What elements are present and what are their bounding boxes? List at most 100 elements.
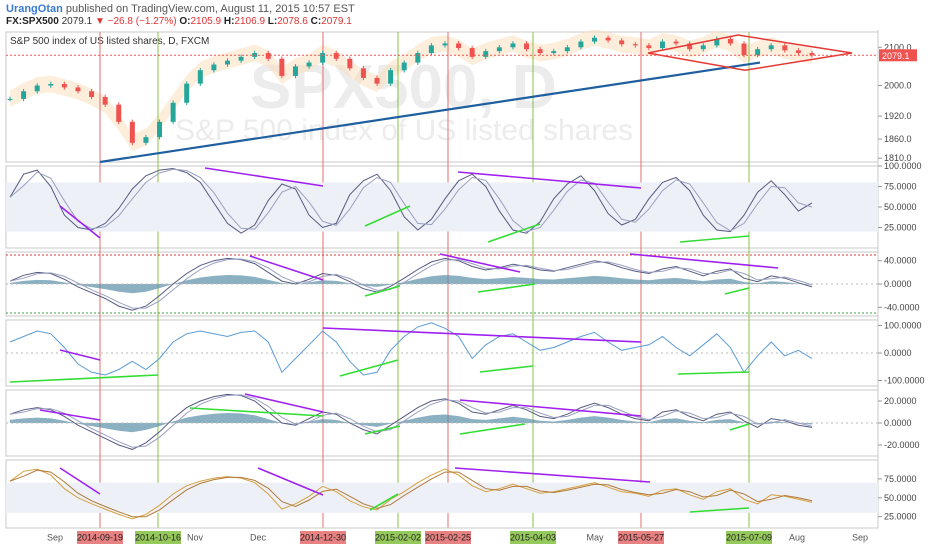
momentum-bull-divergence xyxy=(729,423,750,431)
macd-bull-divergence xyxy=(364,285,401,297)
rsi-bull-divergence xyxy=(689,507,750,513)
price-candle xyxy=(197,70,203,84)
cci-bull-divergence xyxy=(677,371,750,375)
date-axis-label-9: May xyxy=(586,533,604,543)
momentum-bull-divergence xyxy=(459,423,526,435)
stochastic-bear-divergence xyxy=(457,171,642,189)
momentum-tick-label-0: 20.0000 xyxy=(884,396,917,406)
rsi-tick-label-2: 25.0000 xyxy=(884,512,917,522)
macd-tick-label-2: -40.0000 xyxy=(884,302,920,312)
price-candle xyxy=(388,70,394,84)
stochastic-bull-divergence xyxy=(487,223,541,243)
price-candle xyxy=(578,41,584,48)
momentum-bear-divergence xyxy=(459,399,642,417)
price-candle xyxy=(224,60,230,65)
date-axis-label-4: Dec xyxy=(250,533,267,543)
price-candle xyxy=(510,43,516,48)
stochastic-bull-divergence xyxy=(364,205,411,227)
price-candle xyxy=(143,137,149,143)
price-candle xyxy=(782,45,788,51)
date-marker-bg-2 xyxy=(135,531,181,544)
price-change: −26.8 (−1.27%) xyxy=(107,16,177,27)
date-marker-bg-6 xyxy=(375,531,421,544)
momentum-tick-label-1: 0.0000 xyxy=(884,418,912,428)
date-marker-label-7: 2015-02-25 xyxy=(425,533,471,543)
price-candle xyxy=(211,64,217,71)
rsi-bull-divergence xyxy=(369,493,399,511)
stochastic-bear-divergence xyxy=(59,205,101,239)
momentum-bear-divergence xyxy=(39,409,101,421)
price-candle xyxy=(456,43,462,49)
author-link[interactable]: UrangOtan xyxy=(6,3,63,15)
macd-signal-line xyxy=(9,258,813,309)
stochastic-signal-line xyxy=(9,168,813,233)
price-candle xyxy=(292,66,298,76)
high-value: 2106.9 xyxy=(234,16,266,27)
stochastic-line xyxy=(9,167,813,234)
low-label: L: xyxy=(267,16,278,27)
macd-line xyxy=(9,257,813,311)
price-candle xyxy=(741,43,747,55)
price-candle xyxy=(605,37,611,41)
price-candle xyxy=(21,91,27,99)
price-candle xyxy=(795,50,801,54)
stochastic-band xyxy=(6,182,878,232)
price-candle xyxy=(619,40,625,45)
price-candle xyxy=(306,62,312,67)
publish-line: UrangOtan published on TradingView.com, … xyxy=(6,3,355,15)
chart-header: UrangOtan published on TradingView.com, … xyxy=(0,0,932,30)
cci-bull-divergence xyxy=(479,365,534,373)
price-candle xyxy=(537,49,543,54)
triangle-wedge xyxy=(647,34,853,71)
price-candle xyxy=(75,87,81,92)
cci-tick-label-1: 0.0000 xyxy=(884,348,912,358)
momentum-bull-divergence xyxy=(364,425,401,435)
macd-bear-divergence xyxy=(439,253,521,273)
date-marker-bg-11 xyxy=(726,531,772,544)
cci-bear-divergence xyxy=(59,349,101,361)
price-candle xyxy=(442,43,448,46)
price-candle xyxy=(496,47,502,52)
current-price-label: 2079.1 xyxy=(882,51,910,61)
price-candle xyxy=(116,104,122,122)
date-marker-bg-7 xyxy=(425,531,471,544)
date-marker-label-6: 2015-02-02 xyxy=(375,533,421,543)
stochastic-tick-label-2: 50.0000 xyxy=(884,202,917,212)
low-value: 2078.6 xyxy=(277,16,308,27)
macd-histogram xyxy=(10,275,812,294)
price-candle xyxy=(659,41,665,49)
rsi-signal-line xyxy=(9,469,813,518)
price-candle xyxy=(592,37,598,42)
price-candle xyxy=(7,98,13,100)
price-candle xyxy=(320,53,326,63)
date-marker-label-5: 2014-12-30 xyxy=(300,533,346,543)
price-candle xyxy=(333,53,339,59)
price-candle xyxy=(401,62,407,71)
stochastic-bear-divergence xyxy=(204,167,324,187)
stochastic-tick-label-1: 75.0000 xyxy=(884,182,917,192)
quote-line: FX:SPX500 2079.1 ▼ −26.8 (−1.27%) O:2105… xyxy=(6,16,352,27)
chart-title: S&P 500 index of US listed shares, D, FX… xyxy=(10,36,209,47)
price-tick-label-3: 1860.0 xyxy=(884,134,912,144)
macd-bull-divergence xyxy=(724,287,750,295)
price-candle xyxy=(755,49,761,55)
symbol-label: FX:SPX500 xyxy=(6,16,59,27)
price-candle xyxy=(714,38,720,46)
price-candle xyxy=(415,53,421,63)
price-tick-label-4: 1810.0 xyxy=(884,153,912,163)
price-candle xyxy=(48,84,54,86)
price-candle xyxy=(89,91,95,97)
date-marker-bg-1 xyxy=(77,531,123,544)
price-candle xyxy=(632,44,638,46)
chart-canvas[interactable]: SPX500, DS&P 500 index of US listed shar… xyxy=(0,30,932,550)
date-marker-label-1: 2014-09-19 xyxy=(77,533,123,543)
price-tick-label-0: 2100.0 xyxy=(884,42,912,52)
price-candle xyxy=(360,68,366,78)
cci-bear-divergence xyxy=(322,327,642,343)
rsi-bear-divergence xyxy=(257,467,324,496)
price-candle xyxy=(34,85,40,92)
close-value: 2079.1 xyxy=(321,16,352,27)
price-candle xyxy=(673,41,679,44)
price-candle xyxy=(428,45,434,54)
price-candle xyxy=(700,45,706,50)
